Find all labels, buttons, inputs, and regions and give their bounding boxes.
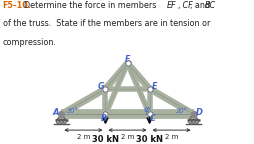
Text: , and: , and — [189, 1, 212, 11]
Text: G: G — [97, 82, 104, 91]
Text: 30°: 30° — [176, 108, 187, 114]
Circle shape — [59, 120, 63, 124]
Text: of the truss.  State if the members are in tension or: of the truss. State if the members are i… — [3, 19, 209, 29]
Circle shape — [195, 120, 198, 124]
Circle shape — [56, 120, 59, 124]
Text: φ: φ — [143, 105, 149, 114]
Polygon shape — [188, 114, 198, 120]
Text: F: F — [124, 55, 130, 64]
Text: compression.: compression. — [3, 38, 56, 47]
Polygon shape — [56, 114, 66, 120]
Text: 2 m: 2 m — [120, 134, 134, 140]
Circle shape — [188, 120, 191, 124]
Text: BC: BC — [204, 1, 216, 11]
Text: C: C — [149, 114, 154, 123]
Text: D: D — [195, 108, 202, 117]
Text: ,: , — [177, 1, 179, 11]
Text: EF: EF — [166, 1, 176, 11]
Text: A: A — [52, 108, 59, 117]
Text: E: E — [151, 82, 156, 91]
Text: CF: CF — [179, 1, 192, 11]
Text: Determine the force in members: Determine the force in members — [24, 1, 158, 11]
Text: 30 kN: 30 kN — [92, 135, 118, 144]
Text: 30°: 30° — [67, 108, 78, 114]
Text: 30 kN: 30 kN — [136, 135, 162, 144]
Text: F5–10.: F5–10. — [3, 1, 31, 11]
Circle shape — [63, 120, 66, 124]
Text: 2 m: 2 m — [164, 134, 178, 140]
Circle shape — [191, 120, 195, 124]
Text: B: B — [101, 114, 107, 123]
Text: 2 m: 2 m — [76, 134, 90, 140]
